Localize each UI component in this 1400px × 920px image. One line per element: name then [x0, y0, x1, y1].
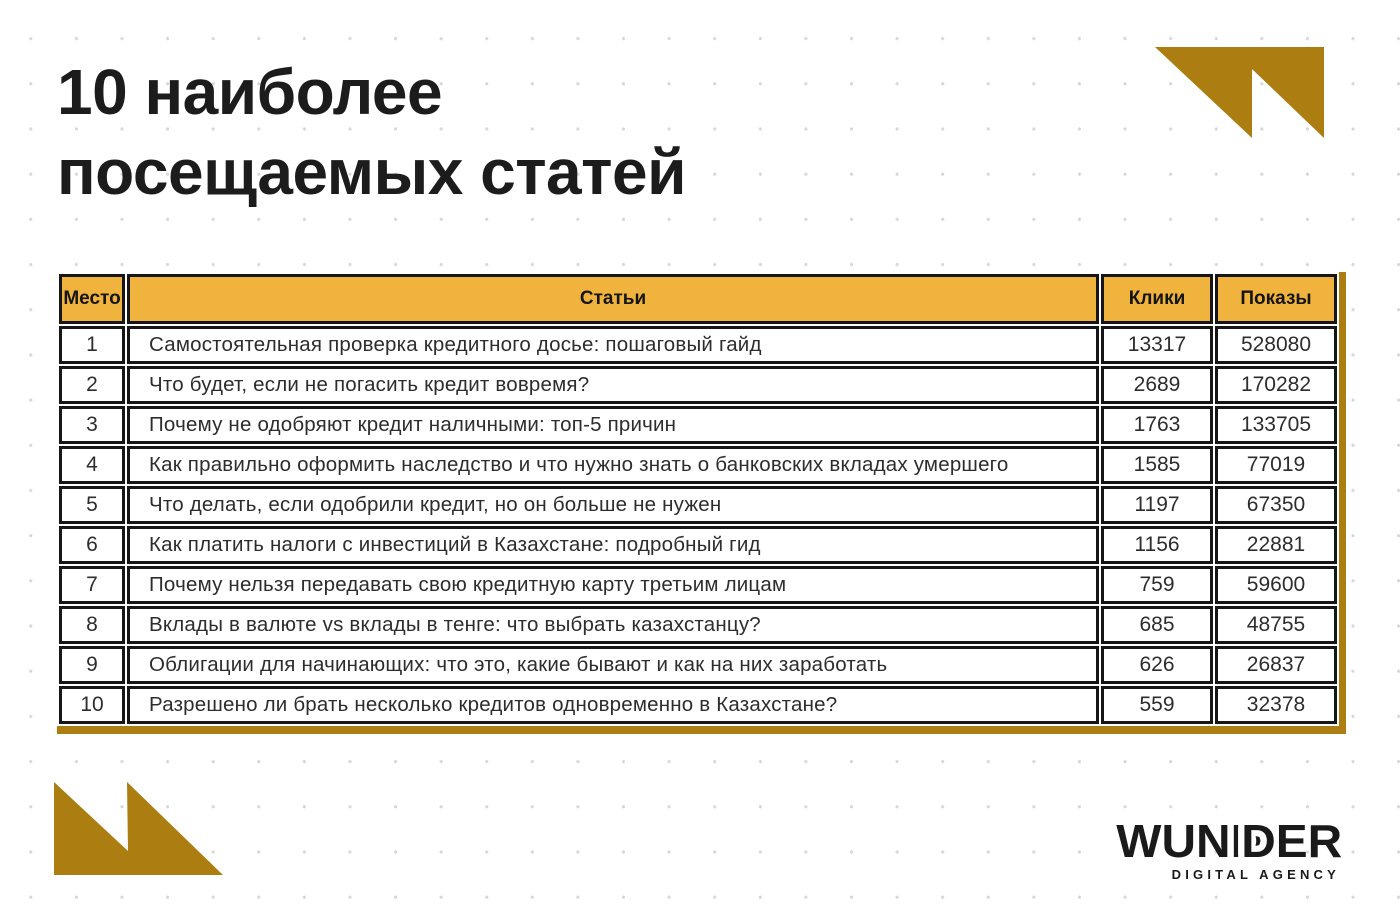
views-cell: 528080 [1215, 326, 1337, 364]
table-row: 9 Облигации для начинающих: что это, каки… [59, 646, 1337, 684]
article-cell: Вклады в валюте vs вклады в тенге: что в… [127, 606, 1099, 644]
wunder-logo: WUNDDER DIGITAL AGENCY [1116, 818, 1342, 882]
rank-cell: 7 [59, 566, 125, 604]
rank-cell: 8 [59, 606, 125, 644]
table-body: 1 Самостоятельная проверка кредитного дос… [59, 326, 1337, 724]
rank-cell: 10 [59, 686, 125, 724]
table-row: 8 Вклады в валюте vs вклады в тенге: что … [59, 606, 1337, 644]
clicks-cell: 626 [1101, 646, 1213, 684]
clicks-cell: 1763 [1101, 406, 1213, 444]
logo-part-d-front: D [1240, 815, 1276, 867]
article-cell: Разрешено ли брать несколько кредитов од… [127, 686, 1099, 724]
clicks-cell: 685 [1101, 606, 1213, 644]
views-cell: 22881 [1215, 526, 1337, 564]
article-cell: Что делать, если одобрили кредит, но он … [127, 486, 1099, 524]
wunder-logo-wordmark: WUNDDER [1116, 818, 1342, 864]
articles-table: Место Статьи Клики Показы 1 Самостоятельн… [57, 272, 1346, 734]
rank-cell: 4 [59, 446, 125, 484]
rank-cell: 2 [59, 366, 125, 404]
header-clicks: Клики [1101, 274, 1213, 324]
rank-cell: 6 [59, 526, 125, 564]
views-cell: 32378 [1215, 686, 1337, 724]
brand-mark-top-right-icon [1155, 47, 1324, 138]
table-row: 5 Что делать, если одобрили кредит, но он… [59, 486, 1337, 524]
article-cell: Как правильно оформить наследство и что … [127, 446, 1099, 484]
table-header-row: Место Статьи Клики Показы [59, 274, 1337, 324]
rank-cell: 9 [59, 646, 125, 684]
rank-cell: 5 [59, 486, 125, 524]
article-cell: Облигации для начинающих: что это, какие… [127, 646, 1099, 684]
logo-part-d-back: D [1230, 815, 1265, 867]
table-row: 3 Почему не одобряют кредит наличными: то… [59, 406, 1337, 444]
title-line-2: посещаемых статей [57, 136, 686, 208]
views-cell: 77019 [1215, 446, 1337, 484]
views-cell: 67350 [1215, 486, 1337, 524]
rank-cell: 1 [59, 326, 125, 364]
views-cell: 48755 [1215, 606, 1337, 644]
header-rank: Место [59, 274, 125, 324]
article-cell: Почему нельзя передавать свою кредитную … [127, 566, 1099, 604]
clicks-cell: 1585 [1101, 446, 1213, 484]
views-cell: 133705 [1215, 406, 1337, 444]
header-article: Статьи [127, 274, 1099, 324]
brand-mark-bottom-left-icon [54, 782, 223, 875]
table-row: 4 Как правильно оформить наследство и что… [59, 446, 1337, 484]
clicks-cell: 559 [1101, 686, 1213, 724]
article-cell: Как платить налоги с инвестиций в Казахс… [127, 526, 1099, 564]
articles-table-grid: Место Статьи Клики Показы 1 Самостоятельн… [57, 272, 1339, 726]
views-cell: 170282 [1215, 366, 1337, 404]
views-cell: 59600 [1215, 566, 1337, 604]
clicks-cell: 1197 [1101, 486, 1213, 524]
page-title: 10 наиболее посещаемых статей [57, 52, 686, 212]
logo-tagline: DIGITAL AGENCY [1171, 867, 1340, 882]
article-cell: Что будет, если не погасить кредит вовре… [127, 366, 1099, 404]
clicks-cell: 2689 [1101, 366, 1213, 404]
table-row: 6 Как платить налоги с инвестиций в Казах… [59, 526, 1337, 564]
rank-cell: 3 [59, 406, 125, 444]
table-row: 1 Самостоятельная проверка кредитного дос… [59, 326, 1337, 364]
clicks-cell: 759 [1101, 566, 1213, 604]
clicks-cell: 13317 [1101, 326, 1213, 364]
clicks-cell: 1156 [1101, 526, 1213, 564]
header-views: Показы [1215, 274, 1337, 324]
views-cell: 26837 [1215, 646, 1337, 684]
table-row: 2 Что будет, если не погасить кредит вовр… [59, 366, 1337, 404]
article-cell: Почему не одобряют кредит наличными: топ… [127, 406, 1099, 444]
table-row: 10 Разрешено ли брать несколько кредитов … [59, 686, 1337, 724]
title-line-1: 10 наиболее [57, 56, 443, 128]
article-cell: Самостоятельная проверка кредитного дось… [127, 326, 1099, 364]
logo-part-wun: WUN [1116, 815, 1231, 867]
table-row: 7 Почему нельзя передавать свою кредитную… [59, 566, 1337, 604]
logo-part-er: ER [1275, 815, 1342, 867]
